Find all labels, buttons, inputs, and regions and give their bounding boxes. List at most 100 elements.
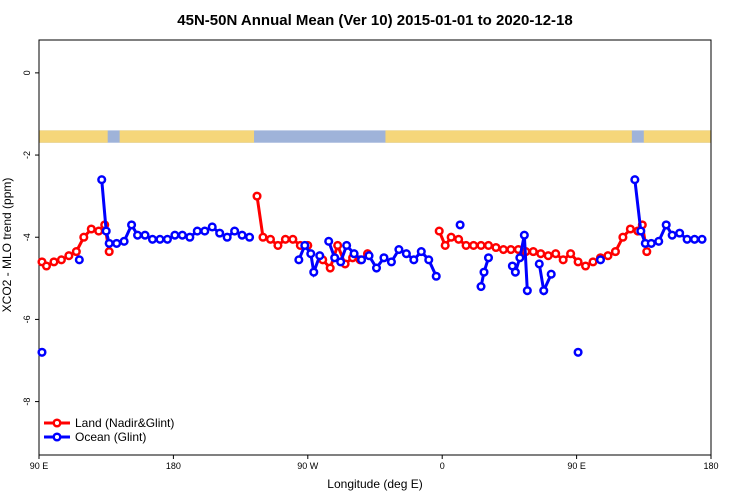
- data-point: [543, 251, 553, 261]
- data-point: [333, 240, 343, 250]
- data-point: [434, 226, 444, 236]
- data-point: [49, 257, 59, 267]
- legend-marker: [52, 418, 62, 428]
- data-point: [498, 245, 508, 255]
- data-point: [636, 226, 646, 236]
- data-point: [119, 236, 129, 246]
- data-point: [483, 253, 494, 263]
- data-point: [245, 232, 255, 242]
- data-point: [192, 226, 202, 236]
- x-tick-label: 180: [703, 461, 718, 471]
- data-point: [573, 347, 583, 357]
- data-point: [476, 281, 486, 292]
- data-point: [431, 271, 441, 281]
- data-point: [371, 263, 382, 273]
- x-tick-label: 0: [440, 461, 445, 471]
- map-land-block: [119, 130, 255, 143]
- x-tick-label: 90 W: [297, 461, 319, 471]
- map-land-block: [385, 130, 632, 143]
- data-point: [440, 240, 450, 250]
- y-tick-label: -2: [22, 151, 32, 159]
- data-point: [336, 257, 346, 267]
- data-point: [79, 232, 89, 242]
- data-point: [74, 255, 84, 265]
- data-point: [97, 175, 107, 185]
- data-point: [56, 255, 66, 265]
- data-point: [536, 249, 546, 259]
- data-point: [454, 234, 464, 244]
- data-point: [357, 255, 367, 265]
- data-point: [394, 245, 404, 255]
- data-point: [476, 240, 486, 250]
- y-tick-label: 0: [22, 70, 32, 75]
- data-point: [522, 286, 532, 296]
- data-point: [170, 230, 180, 240]
- data-point: [646, 238, 656, 248]
- data-point: [630, 175, 640, 185]
- series-layer: [37, 175, 707, 357]
- data-point: [461, 240, 471, 250]
- data-point: [491, 242, 501, 253]
- data-point: [510, 267, 520, 277]
- data-point: [424, 255, 434, 265]
- data-point: [140, 230, 150, 240]
- data-point: [64, 251, 74, 261]
- legend-marker: [52, 432, 62, 442]
- data-point: [690, 234, 700, 244]
- data-point: [330, 253, 340, 263]
- legend-label: Land (Nadir&Glint): [75, 416, 174, 430]
- data-point: [519, 230, 529, 240]
- y-tick-label: -6: [22, 315, 32, 323]
- data-point: [252, 191, 262, 201]
- data-point: [661, 220, 671, 230]
- data-point: [416, 247, 426, 257]
- world-map-strip: [39, 130, 711, 143]
- data-point: [379, 253, 389, 263]
- x-tick-label: 90 E: [567, 461, 586, 471]
- data-point: [94, 226, 104, 236]
- data-point: [133, 230, 143, 240]
- x-axis-label: Longitude (deg E): [327, 477, 422, 491]
- data-point: [37, 347, 47, 357]
- data-point: [147, 234, 158, 244]
- data-point: [654, 236, 664, 246]
- data-point: [280, 234, 290, 244]
- data-point: [177, 230, 187, 240]
- data-point: [506, 245, 516, 255]
- data-point: [528, 247, 538, 257]
- data-point: [515, 253, 525, 263]
- data-point: [682, 234, 692, 244]
- y-axis-label: XCO2 - MLO trend (ppm): [0, 178, 14, 313]
- series-line: [327, 240, 438, 277]
- map-land-block: [39, 130, 108, 143]
- data-point: [315, 251, 325, 261]
- data-point: [222, 232, 232, 242]
- data-point: [162, 234, 172, 244]
- data-point: [200, 226, 210, 236]
- data-point: [112, 238, 122, 248]
- data-point: [469, 240, 479, 250]
- data-point: [588, 257, 598, 267]
- data-point: [675, 228, 685, 238]
- data-point: [610, 247, 620, 257]
- data-point: [237, 230, 247, 240]
- data-point: [566, 249, 576, 259]
- data-point: [573, 257, 583, 267]
- data-point: [625, 224, 635, 234]
- data-point: [324, 236, 334, 246]
- data-point: [455, 220, 465, 230]
- data-point: [642, 247, 652, 257]
- data-point: [258, 232, 268, 242]
- data-point: [230, 226, 240, 236]
- data-point: [265, 234, 276, 244]
- data-point: [325, 263, 335, 273]
- data-point: [603, 251, 613, 261]
- data-point: [86, 224, 96, 234]
- data-point: [300, 240, 310, 250]
- data-point: [309, 267, 319, 277]
- data-point: [697, 234, 707, 244]
- data-point: [581, 261, 591, 271]
- data-point: [539, 286, 549, 296]
- y-tick-label: -4: [22, 233, 32, 241]
